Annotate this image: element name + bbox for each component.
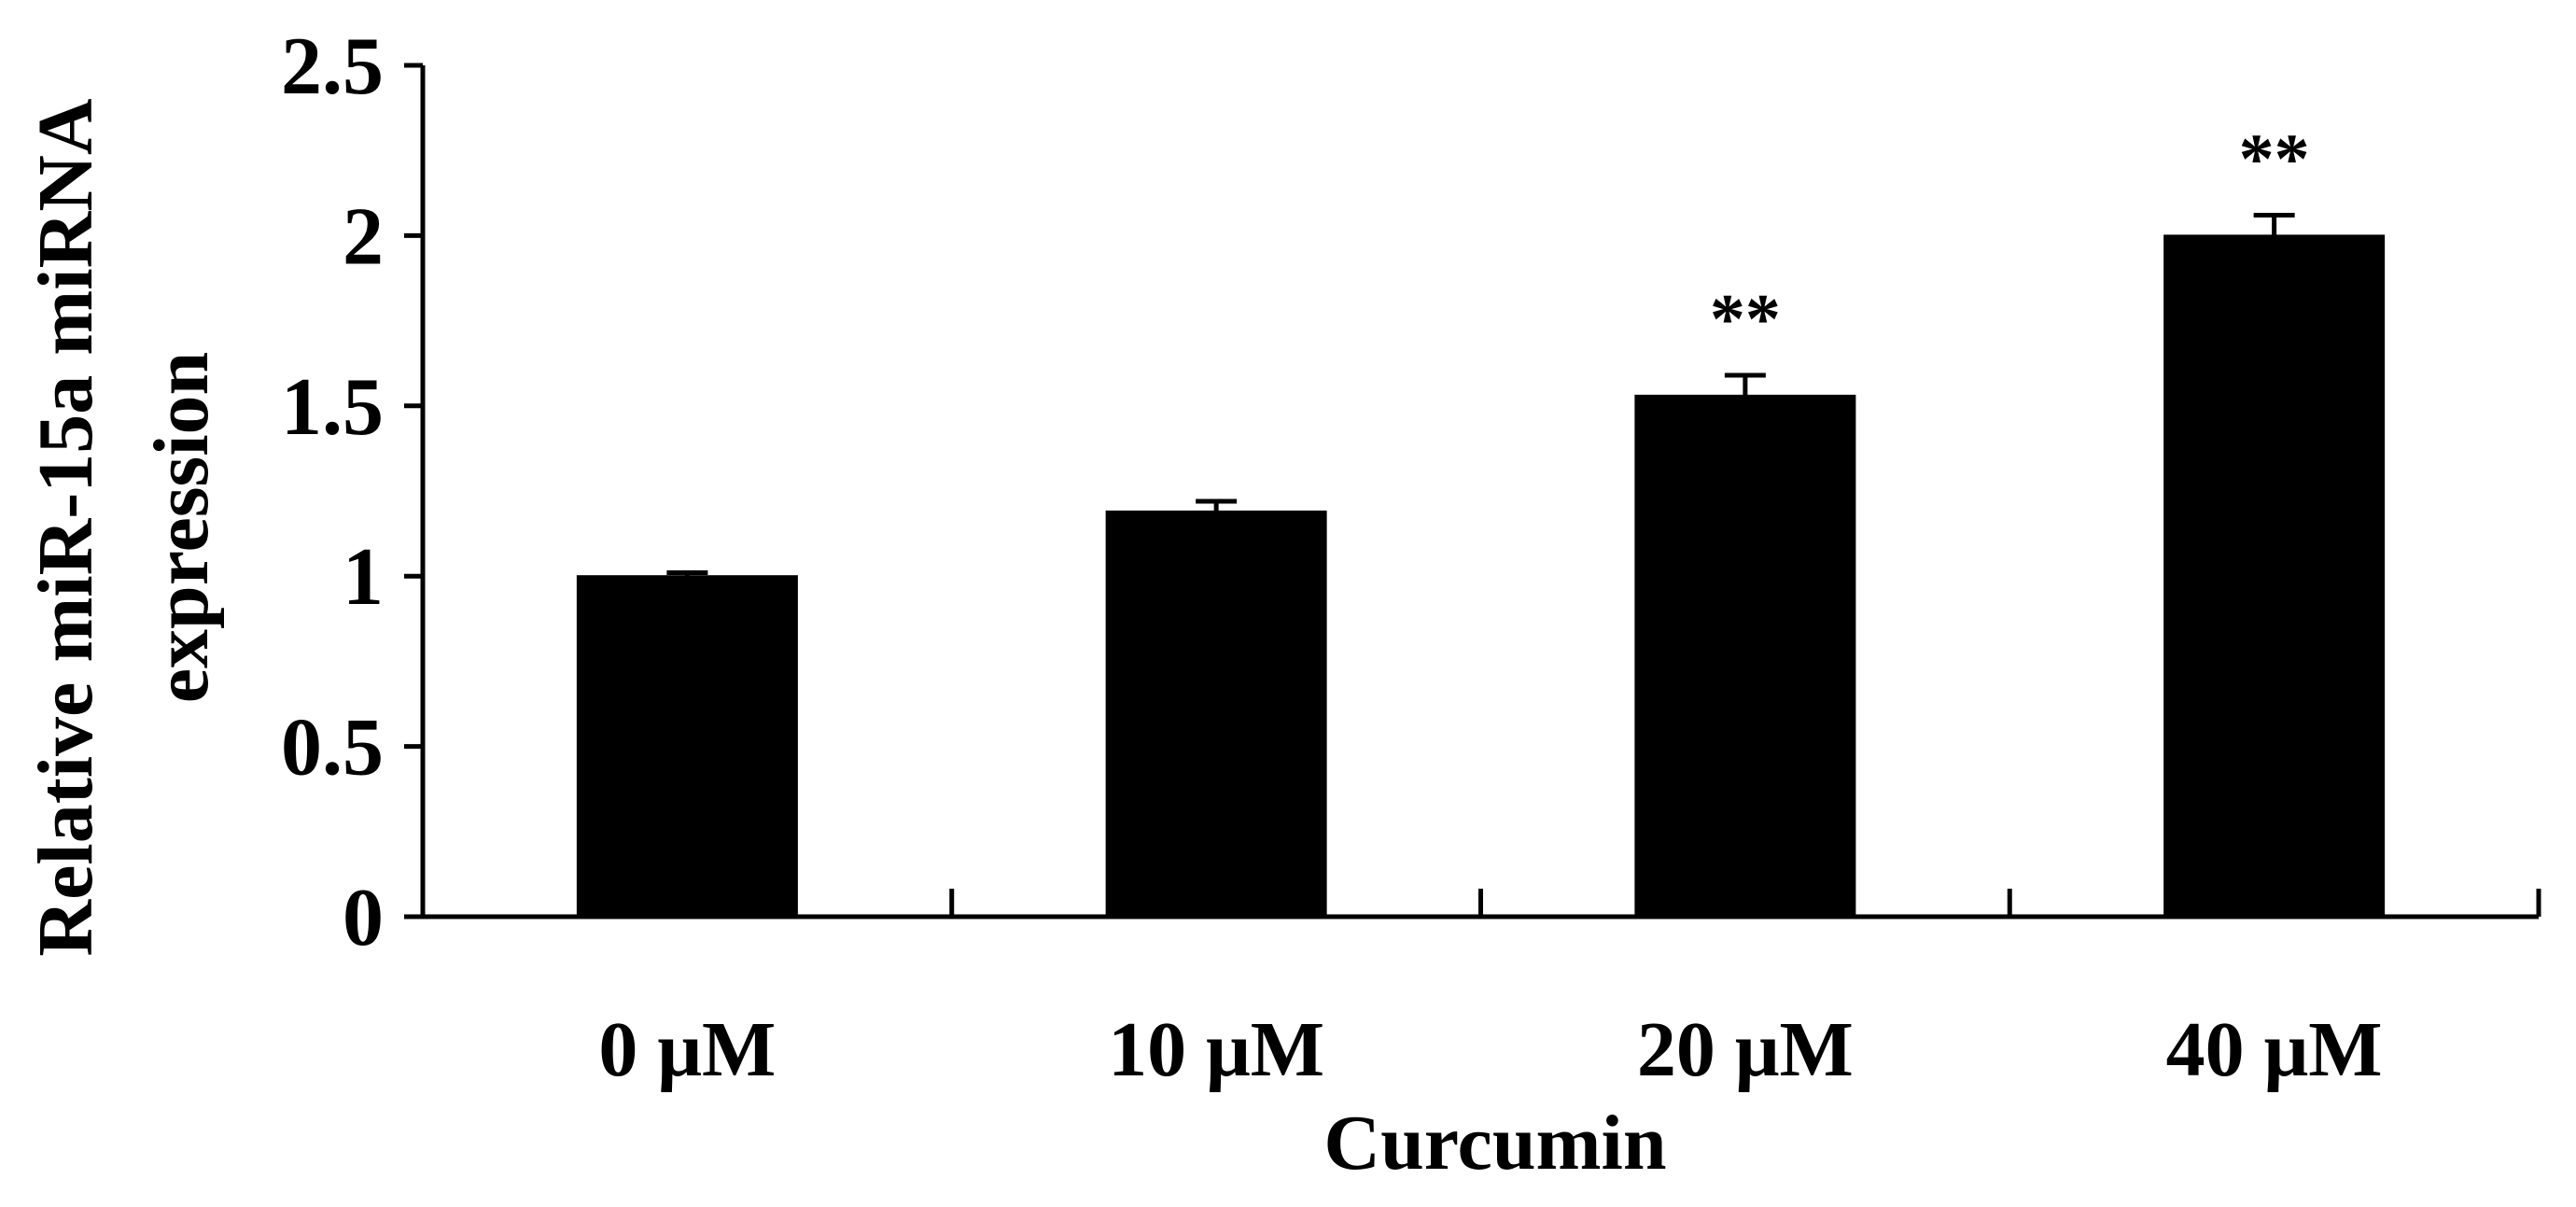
plot-area: 0 0.5 1 1.5 2 2.5 0 μM 10 μM 20 μM ** 40 μM **	[281, 21, 2541, 1093]
x-tick-label: 0 μM	[598, 1006, 776, 1093]
bar-3	[2163, 234, 2386, 918]
y-tick-label: 1	[343, 532, 384, 623]
x-axis-title: Curcumin	[1323, 1100, 1666, 1186]
bar-2	[1634, 394, 1856, 918]
bar-0	[576, 575, 798, 918]
y-tick-label: 0.5	[281, 703, 384, 793]
y-tick-label: 0	[343, 873, 384, 963]
y-axis-title: Relative miR-15a miRNA expression	[22, 98, 225, 956]
x-tick-label: 10 μM	[1108, 1006, 1324, 1093]
significance-marker: **	[2239, 120, 2310, 199]
y-tick-label: 2	[343, 191, 384, 282]
bar-1	[1105, 510, 1327, 918]
y-axis-title-line-1: Relative miR-15a miRNA	[22, 98, 109, 956]
y-tick-label: 2.5	[281, 21, 384, 112]
y-axis-title-line-2: expression	[138, 352, 225, 703]
x-tick-label: 20 μM	[1637, 1006, 1854, 1093]
x-tick-label: 40 μM	[2166, 1006, 2383, 1093]
y-tick-label: 1.5	[281, 362, 384, 453]
significance-marker: **	[1710, 280, 1781, 358]
